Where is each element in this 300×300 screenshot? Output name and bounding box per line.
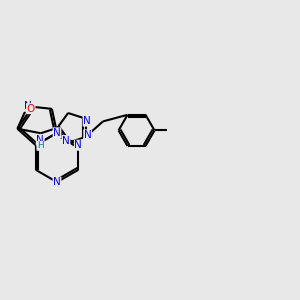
Text: N: N [23, 101, 31, 111]
Text: N: N [53, 128, 61, 138]
Text: N: N [74, 140, 82, 150]
Text: N: N [84, 130, 92, 140]
Text: H: H [37, 141, 44, 150]
Text: N: N [36, 135, 44, 145]
Text: N: N [62, 136, 70, 146]
Text: N: N [83, 116, 91, 126]
Text: O: O [27, 103, 35, 114]
Text: N: N [53, 177, 61, 187]
